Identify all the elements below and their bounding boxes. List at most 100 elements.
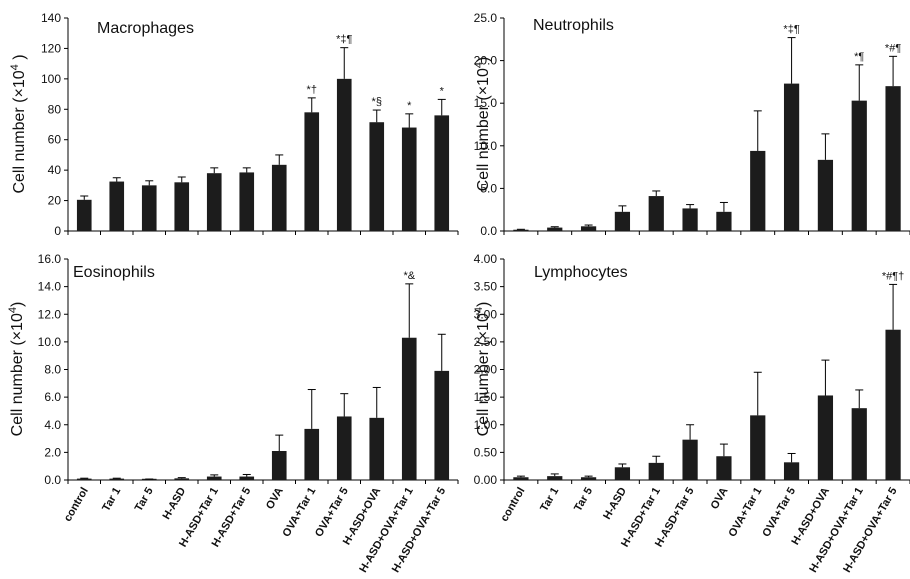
panel-title: Eosinophils	[73, 264, 155, 281]
y-tick-label: 25.0	[474, 11, 498, 25]
bar	[716, 211, 732, 231]
y-tick-label: 140	[41, 11, 61, 25]
category-label: OVA	[264, 485, 286, 511]
bar	[783, 83, 800, 231]
significance-label: *†	[307, 84, 317, 96]
bar	[304, 112, 320, 231]
category-label: Tar 1	[100, 486, 123, 514]
bar	[716, 456, 732, 480]
significance-label: *‡¶	[336, 34, 352, 46]
y-axis-label-close: )	[475, 302, 492, 307]
y-tick-label: 80	[48, 102, 62, 116]
y-tick-label: 0	[54, 224, 61, 238]
panel-title: Lymphocytes	[534, 264, 628, 281]
y-tick-label: 120	[41, 41, 61, 55]
bar	[174, 478, 190, 480]
bar	[851, 100, 867, 231]
category-label: Tar 1	[538, 486, 561, 514]
y-tick-label: 4.0	[44, 418, 61, 432]
bar	[401, 337, 417, 480]
y-axis-label-unit: (×10	[475, 68, 492, 101]
category-label: H-ASD	[601, 485, 629, 521]
category-label: OVA+Tar 5	[313, 486, 351, 540]
bar	[369, 122, 385, 231]
bar	[174, 182, 190, 231]
y-tick-label: 3.50	[474, 280, 498, 294]
chart-panel-lymphocytes: 0.00 0.50 1.00 1.50 2.00 2.50 3.00 3.50 4.00 *#¶†…	[473, 252, 910, 575]
significance-label: *§	[372, 96, 382, 108]
bar	[239, 476, 255, 480]
bar	[76, 199, 92, 231]
bar	[547, 476, 563, 480]
category-label: control	[62, 486, 91, 524]
significance-label: *¶	[854, 51, 864, 63]
y-tick-label: 6.0	[44, 390, 61, 404]
significance-label: *&	[403, 270, 415, 282]
y-tick-label: 12.0	[38, 307, 62, 321]
category-label: OVA+Tar 1	[726, 486, 764, 540]
y-tick-label: 5.0	[480, 181, 497, 195]
bar	[206, 476, 222, 480]
bar	[580, 226, 597, 231]
y-axis-label-unit: (×10	[475, 313, 492, 346]
bar	[513, 229, 529, 231]
significance-label: *	[440, 85, 445, 97]
y-axis-label-close: )	[11, 54, 28, 64]
y-tick-label: 4.00	[474, 252, 498, 266]
bar	[513, 477, 529, 480]
y-tick-label: 16.0	[38, 252, 62, 266]
y-tick-label: 15.0	[474, 96, 498, 110]
bar	[109, 181, 125, 231]
y-tick-label: 1.00	[474, 418, 498, 432]
y-tick-label: 2.50	[474, 335, 498, 349]
y-tick-label: 2.0	[44, 445, 61, 459]
category-label: control	[498, 486, 527, 524]
y-axis-label-main: Cell number	[11, 103, 28, 194]
y-tick-label: 20	[48, 194, 62, 208]
y-axis-label-main: Cell number	[475, 101, 492, 192]
category-label: Tar 5	[572, 486, 595, 514]
bar	[304, 428, 320, 480]
bar	[682, 439, 698, 480]
category-label: Tar 5	[133, 486, 156, 514]
y-tick-label: 100	[41, 72, 61, 86]
y-tick-label: 0.50	[474, 445, 498, 459]
y-tick-label: 60	[48, 133, 62, 147]
category-label: OVA	[709, 485, 731, 511]
y-axis-label-exponent: 4	[9, 64, 21, 70]
significance-label: *	[407, 100, 412, 112]
y-axis-label: Cell number (×104)	[473, 302, 492, 437]
bar	[369, 417, 385, 480]
bar	[750, 150, 766, 231]
y-tick-label: 20.0	[474, 54, 498, 68]
y-tick-label: 14.0	[38, 280, 62, 294]
bar	[817, 395, 834, 480]
bar	[206, 173, 222, 231]
bar	[547, 227, 563, 231]
y-tick-label: 1.50	[474, 390, 498, 404]
category-label: H-ASD	[161, 485, 189, 521]
bar	[614, 211, 631, 231]
bar	[614, 467, 631, 480]
y-tick-label: 2.00	[474, 363, 498, 377]
significance-label: *#¶	[885, 42, 901, 54]
significance-label: *#¶†	[882, 270, 904, 282]
bar	[434, 370, 450, 480]
category-label: OVA+Tar 5	[760, 486, 798, 540]
y-axis-label: Cell number (×104)	[473, 57, 492, 192]
y-tick-label: 10.0	[474, 139, 498, 153]
y-tick-label: 0.0	[44, 473, 61, 487]
bar	[648, 462, 664, 480]
bar	[783, 462, 800, 480]
panel-title: Macrophages	[97, 20, 194, 37]
bar	[434, 115, 450, 231]
bar	[580, 477, 597, 480]
y-axis-label-main: Cell number	[9, 346, 26, 437]
bar	[682, 208, 698, 231]
y-axis-label-exponent: 4	[473, 62, 485, 68]
y-tick-label: 0.00	[474, 473, 498, 487]
y-axis-label-main: Cell number	[475, 346, 492, 437]
category-label: OVA+Tar 1	[280, 486, 318, 540]
bar	[648, 196, 664, 231]
